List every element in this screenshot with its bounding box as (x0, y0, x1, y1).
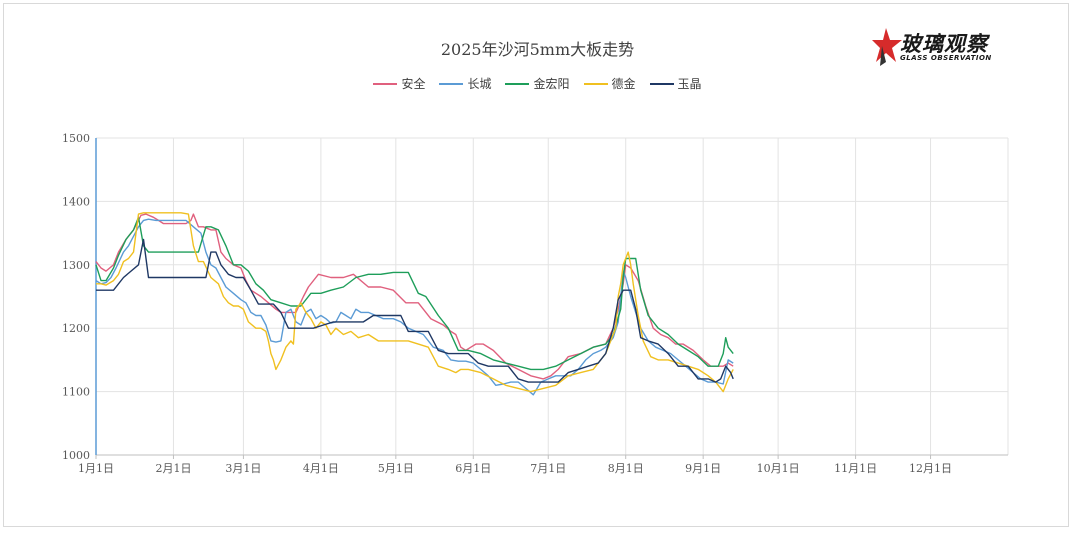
series-line (95, 218, 734, 396)
legend-swatch (583, 82, 608, 85)
x-tick-label: 2月1日 (155, 462, 191, 475)
x-tick-label: 4月1日 (303, 462, 339, 475)
y-tick-label: 1400 (62, 195, 90, 208)
logo-subtitle: GLASS OBSERVATION (900, 54, 992, 62)
grid-lines (96, 137, 1009, 455)
legend-item: 长城 (439, 75, 491, 92)
chart-legend: 安全 长城 金宏阳 德金 玉晶 (0, 75, 1075, 92)
legend-item: 安全 (373, 75, 425, 92)
star-logo-icon (872, 28, 902, 66)
y-tick-labels: 1000 1100 1200 1300 1400 1500 (62, 132, 90, 462)
legend-label: 安全 (401, 77, 426, 91)
legend-item: 金宏阳 (505, 75, 570, 92)
legend-item: 德金 (583, 75, 636, 92)
x-tick-label: 6月1日 (455, 462, 491, 475)
legend-item: 玉晶 (649, 75, 702, 92)
y-tick-label: 1000 (62, 449, 90, 462)
x-tick-label: 1月1日 (78, 462, 114, 475)
legend-swatch (373, 82, 398, 85)
logo-name: 玻璃观察 (900, 32, 988, 56)
legend-label: 金宏阳 (533, 77, 570, 91)
chart-title: 2025年沙河5mm大板走势 (440, 40, 635, 59)
x-tick-label: 5月1日 (378, 462, 414, 475)
x-tick-label: 12月1日 (909, 462, 952, 475)
series-line (95, 216, 734, 371)
legend-swatch (439, 82, 464, 85)
x-tick-label: 8月1日 (608, 462, 644, 475)
legend-label: 玉晶 (677, 77, 702, 91)
x-tick-label: 9月1日 (685, 462, 721, 475)
legend-swatch (649, 82, 674, 85)
y-tick-label: 1500 (62, 132, 90, 145)
series-line (95, 213, 734, 380)
x-tick-label: 11月1日 (834, 462, 877, 475)
x-tick-labels: 1月1日 2月1日 3月1日 4月1日 5月1日 6月1日 7月1日 8月1日 9月1日 10月1… (78, 462, 952, 475)
y-tick-label: 1300 (62, 259, 90, 272)
legend-swatch (505, 82, 530, 85)
legend-label: 长城 (467, 77, 492, 91)
x-tick-label: 10月1日 (757, 462, 800, 475)
y-tick-label: 1200 (62, 322, 90, 335)
x-tick-label: 7月1日 (530, 462, 566, 475)
series-lines (95, 212, 734, 396)
legend-label: 德金 (611, 77, 636, 91)
logo: 玻璃观察 GLASS OBSERVATION (872, 26, 1002, 70)
axes (95, 138, 1008, 459)
series-line (96, 238, 734, 383)
y-tick-label: 1100 (62, 386, 90, 399)
x-tick-label: 3月1日 (225, 462, 261, 475)
series-line (96, 212, 734, 393)
